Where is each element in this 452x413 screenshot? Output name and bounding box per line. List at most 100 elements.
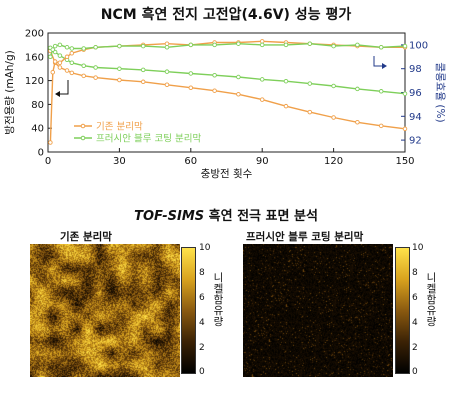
data-point (117, 66, 122, 71)
y-tick-label: 0 (38, 148, 44, 159)
x-tick-label: 30 (113, 156, 126, 167)
right-arrow-head (382, 63, 387, 69)
colorbar-tick: 10 (412, 243, 424, 253)
data-point (93, 45, 98, 50)
right-tof-sims-map (243, 244, 393, 377)
data-point (48, 140, 53, 145)
data-point (57, 65, 63, 70)
x-tick-label: 150 (395, 156, 414, 167)
data-point (64, 45, 70, 50)
data-point (212, 42, 217, 48)
data-point (64, 54, 70, 60)
data-point (259, 42, 265, 48)
data-point (307, 41, 313, 46)
left-image-label: 기존 분리막 (60, 231, 112, 243)
data-point (164, 69, 170, 74)
data-point (50, 47, 56, 52)
data-point (140, 67, 146, 73)
data-point (57, 60, 63, 66)
y2-tick-label: 98 (409, 64, 422, 75)
left-colorbar-ticks: 10 8 6 4 2 0 (199, 243, 213, 378)
series-0 (48, 48, 408, 132)
data-point (140, 43, 146, 49)
y2-tick-label: 94 (409, 112, 422, 123)
y-tick-label: 40 (31, 124, 44, 135)
x-tick-label: 60 (184, 156, 197, 167)
data-point (164, 45, 170, 50)
data-point (50, 70, 56, 75)
colorbar-tick: 8 (412, 268, 418, 278)
data-point (93, 75, 98, 80)
data-point (331, 115, 336, 120)
data-point (283, 42, 289, 48)
data-point (259, 39, 265, 44)
legend-marker (80, 135, 86, 141)
capacity-chart: 0 30 60 90 120 150 0 40 80 120 160 200 92 94 96 98 100 충방… (4, 29, 446, 181)
data-point (283, 78, 289, 84)
data-point (117, 43, 122, 49)
tof-sims-title-rest: 흑연 전극 표면 분석 (204, 209, 318, 224)
data-point (48, 54, 53, 60)
x-tick-label: 120 (324, 156, 343, 167)
data-point (140, 79, 146, 85)
data-point (164, 82, 170, 88)
colorbar-tick: 10 (199, 243, 211, 253)
data-point (57, 42, 63, 48)
data-point (307, 81, 313, 86)
colorbar-tick: 4 (412, 318, 418, 328)
y2-tick-label: 96 (409, 88, 422, 99)
left-colorbar (181, 247, 196, 374)
colorbar-tick: 6 (199, 293, 205, 303)
data-point (355, 119, 360, 125)
right-colorbar-label: 니켈함유량 (425, 272, 437, 327)
data-point (164, 41, 170, 46)
data-point (117, 77, 122, 83)
tof-sims-title: TOF-SIMS 흑연 전극 표면 분석 (0, 205, 452, 224)
data-point (378, 123, 384, 129)
series-1 (48, 45, 408, 96)
left-axis-arrow (58, 80, 69, 95)
data-point (188, 85, 194, 90)
data-point (355, 42, 360, 48)
data-point (212, 88, 217, 93)
colorbar-tick: 2 (199, 343, 205, 353)
left-arrow-head (55, 91, 60, 97)
data-point (283, 103, 289, 109)
x-tick-label: 0 (45, 156, 51, 167)
colorbar-tick: 0 (199, 367, 205, 377)
right-colorbar-ticks: 10 8 6 4 2 0 (412, 243, 426, 378)
y-tick-label: 200 (25, 29, 44, 40)
data-point (81, 46, 86, 51)
data-point (93, 65, 98, 70)
chart-title: NCM 흑연 전지 고전압(4.6V) 성능 평가 (100, 7, 352, 23)
tof-sims-prefix: TOF-SIMS (134, 209, 205, 224)
series-line (49, 42, 406, 58)
right-axis-arrow (373, 56, 384, 67)
left-tof-sims-map (30, 244, 180, 377)
data-point (81, 73, 86, 79)
colorbar-tick: 4 (199, 318, 205, 328)
series-3 (48, 41, 408, 60)
right-image-label: 프러시안 블루 코팅 분리막 (246, 231, 364, 243)
legend-marker (80, 123, 86, 129)
data-point (188, 42, 194, 48)
data-point (378, 45, 384, 50)
data-point (402, 91, 408, 96)
y-tick-label: 160 (25, 52, 44, 63)
data-point (236, 41, 241, 46)
data-point (259, 77, 265, 82)
data-point (188, 71, 194, 76)
colorbar-tick: 2 (412, 343, 418, 353)
y-tick-label: 120 (25, 76, 44, 87)
legend-label: 프러시안 블루 코팅 분리막 (96, 134, 201, 145)
data-point (259, 97, 265, 102)
x-tick-label: 90 (256, 156, 269, 167)
y2-tick-label: 100 (409, 40, 428, 51)
y2-tick-label: 92 (409, 136, 422, 147)
data-point (355, 86, 360, 92)
data-point (331, 43, 336, 49)
y2-axis-label: 쿨롱효율 (%) (434, 62, 446, 122)
data-point (212, 72, 217, 78)
right-colorbar (395, 247, 410, 374)
data-point (236, 92, 241, 97)
